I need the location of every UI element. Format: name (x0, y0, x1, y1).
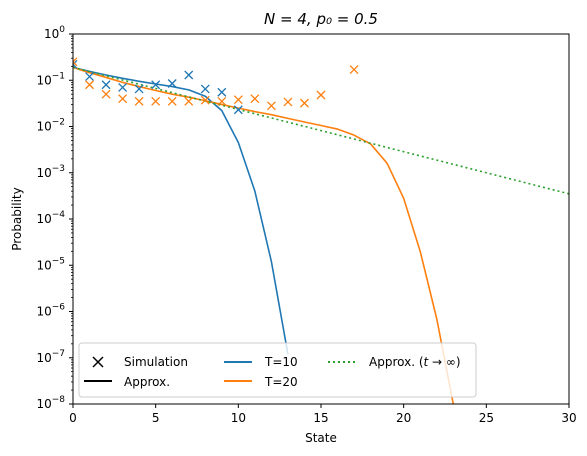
data-point-t-10-simulation (151, 80, 161, 90)
data-point-t-10-simulation (101, 80, 111, 90)
legend-label-t10: T=10 (264, 355, 298, 369)
chart-title: N = 4, p₀ = 0.5 (264, 10, 378, 28)
data-point-t-20-simulation (167, 96, 177, 106)
data-point-t-20-simulation (200, 95, 210, 105)
data-point-t-10-simulation (233, 105, 243, 115)
legend-label-approx-inf: Approx. (t → ∞) (369, 355, 461, 369)
x-tick-label: 5 (152, 411, 160, 425)
legend-marker-x (92, 356, 104, 368)
data-point-t-10-simulation (217, 87, 227, 97)
data-point-t-10-simulation (167, 79, 177, 88)
data-point-t-20-simulation (151, 96, 161, 106)
y-axis-label: Probability (10, 187, 24, 250)
data-point-t-20-simulation (316, 90, 326, 100)
legend-item-approx-inf: Approx. (t → ∞) (328, 355, 461, 369)
legend-item-simulation: Simulation (92, 355, 188, 369)
data-point-t-20-simulation (73, 57, 78, 67)
y-tick-label: 100 (44, 25, 65, 41)
x-tick-label: 25 (479, 411, 494, 425)
x-tick-label: 30 (561, 411, 576, 425)
data-point-t-20-simulation (85, 80, 94, 90)
data-point-t-10-simulation (85, 72, 94, 82)
data-point-t-20-simulation (118, 94, 128, 104)
y-tick-label: 10−8 (36, 395, 65, 411)
x-axis: 0 5 10 15 20 25 30 (69, 404, 577, 425)
legend-label-approx: Approx. (124, 375, 170, 389)
series-line-approx-t (73, 66, 569, 195)
data-point-t-20-simulation (266, 101, 276, 111)
data-point-t-10-simulation (73, 59, 78, 69)
y-tick-label: 10−5 (36, 256, 65, 272)
x-tick-label: 15 (313, 411, 328, 425)
legend: Simulation Approx. T=10 T=20 Approx. (t … (78, 342, 477, 398)
data-point-t-10-simulation (118, 82, 128, 92)
series-line-t-10 (73, 66, 289, 355)
x-axis-label: State (305, 431, 337, 445)
y-tick-label: 10−3 (36, 164, 65, 180)
x-tick-label: 20 (396, 411, 411, 425)
y-tick-label: 10−6 (36, 303, 65, 319)
data-point-t-20-simulation (233, 95, 243, 105)
data-point-t-10-simulation (184, 70, 194, 80)
y-tick-label: 10−7 (36, 349, 65, 365)
y-tick-label: 10−4 (36, 210, 65, 226)
data-point-t-20-simulation (283, 97, 293, 107)
data-point-t-20-simulation (101, 89, 111, 99)
legend-item-t10: T=10 (224, 355, 298, 369)
x-tick-label: 0 (69, 411, 77, 425)
data-point-t-10-simulation (134, 84, 144, 94)
data-point-t-20-simulation (250, 94, 260, 104)
legend-item-approx: Approx. (84, 375, 170, 389)
y-tick-label: 10−2 (36, 118, 65, 134)
legend-label-simulation: Simulation (124, 355, 188, 369)
data-point-t-20-simulation (134, 96, 144, 106)
legend-box (78, 342, 477, 398)
x-tick-label: 10 (231, 411, 246, 425)
data-point-t-20-simulation (300, 98, 309, 108)
y-tick-label: 10−1 (36, 71, 65, 87)
y-axis: 100 10−1 10−2 10−3 10−4 10−5 10−6 10−7 10−8 (36, 25, 73, 411)
legend-item-t20: T=20 (224, 375, 298, 389)
data-point-t-10-simulation (200, 84, 210, 94)
data-point-t-20-simulation (217, 96, 227, 106)
data-point-t-20-simulation (184, 96, 194, 106)
legend-label-t20: T=20 (264, 375, 298, 389)
data-point-t-20-simulation (349, 65, 359, 75)
